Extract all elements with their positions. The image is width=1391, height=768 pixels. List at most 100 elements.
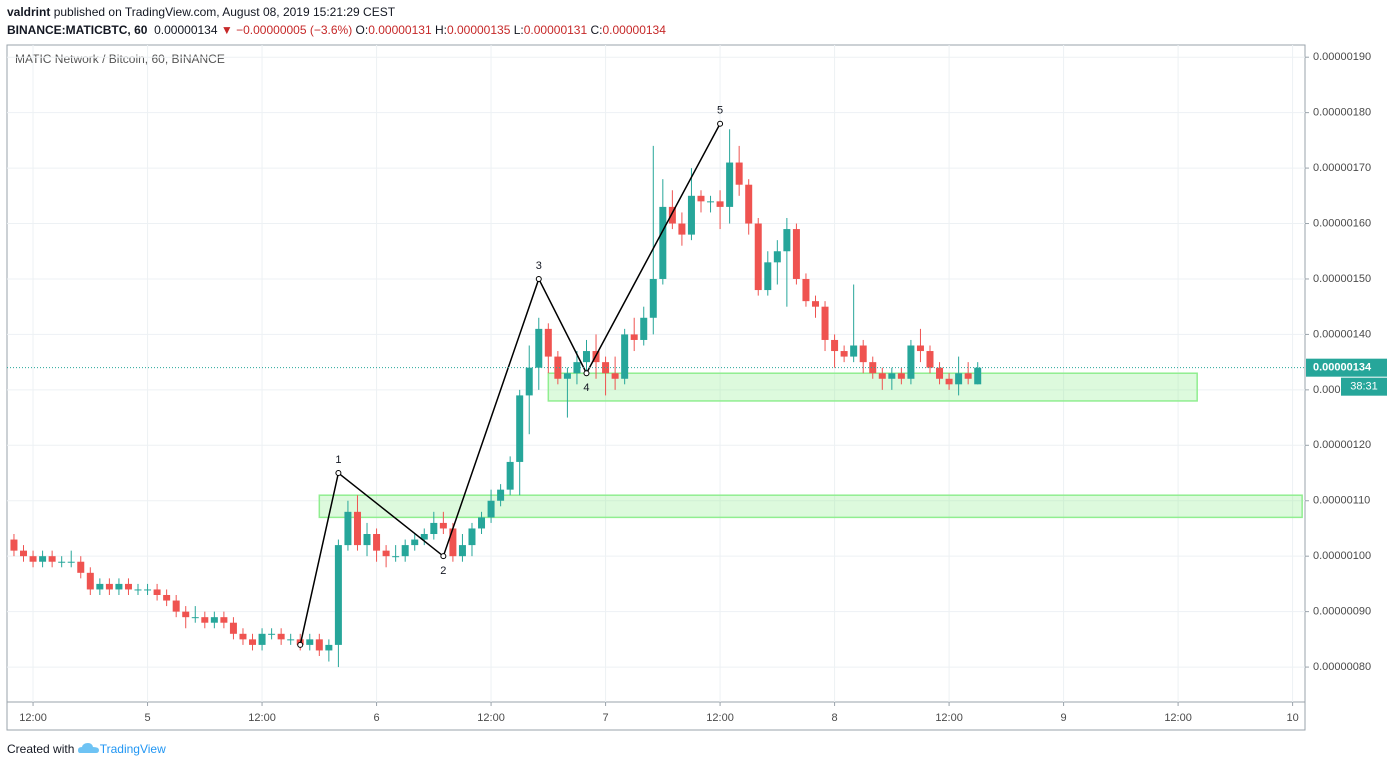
candle-body	[478, 517, 486, 529]
y-tick-label: 0.00000170	[1313, 162, 1371, 174]
candle-body	[191, 617, 199, 619]
o-label: O:	[355, 23, 369, 37]
candle-body	[458, 545, 466, 557]
candle-body	[353, 511, 361, 546]
candle-body	[506, 461, 514, 490]
candle-body	[611, 373, 619, 379]
candle-body	[668, 206, 676, 224]
candle-body	[907, 345, 915, 379]
wave-point	[297, 641, 304, 648]
candle-body	[811, 301, 819, 307]
candle-body	[916, 345, 924, 352]
header-line: valdrint published on TradingView.com, A…	[7, 3, 666, 21]
candle-body	[39, 556, 47, 562]
candle-body	[29, 556, 37, 562]
candle-body	[964, 373, 972, 379]
candle-body	[783, 229, 791, 252]
candle-body	[497, 489, 505, 501]
candle-body	[640, 317, 648, 340]
arrow: ▼	[220, 23, 233, 37]
candle-body	[210, 617, 218, 623]
candle-body	[745, 184, 753, 224]
x-tick-label: 9	[1061, 712, 1067, 724]
candle-body	[249, 639, 257, 645]
candle-body	[411, 539, 419, 546]
wave-point	[583, 370, 590, 377]
candle-body	[707, 201, 715, 203]
y-tick-label: 0.00000180	[1313, 107, 1371, 119]
candle-body	[134, 589, 142, 591]
candle-body	[735, 162, 743, 185]
last-price-label: 0.00000134	[1313, 362, 1372, 374]
candle-body	[20, 550, 28, 557]
candle-body	[630, 334, 638, 340]
logo	[77, 743, 99, 753]
wave-label: 1	[335, 454, 341, 466]
candle-body	[258, 633, 266, 645]
chart-frame	[6, 44, 1306, 731]
candle-body	[229, 622, 237, 634]
candle-body	[563, 373, 571, 379]
candle-body	[96, 583, 104, 590]
y-tick-label: 0.00000080	[1313, 661, 1371, 673]
candle-body	[764, 262, 772, 291]
candle-body	[439, 522, 447, 529]
brand: TradingView	[99, 742, 166, 756]
candle-body	[840, 351, 848, 357]
last-price-box	[1306, 358, 1387, 377]
candle-body	[573, 362, 581, 374]
author: valdrint	[7, 5, 51, 19]
countdown-box	[1341, 377, 1387, 396]
x-tick-label: 12:00	[19, 712, 47, 724]
candle-body	[306, 639, 314, 645]
candle-body	[554, 356, 562, 379]
candle-body	[974, 367, 982, 385]
candle-body	[869, 362, 877, 374]
candle-body	[401, 545, 409, 557]
candle-body	[792, 229, 800, 279]
candle-body	[325, 644, 333, 651]
x-tick-label: 7	[603, 712, 609, 724]
c-label: C:	[590, 23, 603, 37]
x-tick-label: 12:00	[935, 712, 963, 724]
candle-body	[716, 201, 724, 207]
candle-body	[936, 367, 944, 379]
candle-body	[10, 539, 18, 551]
candle-body	[697, 195, 705, 202]
candle-body	[382, 550, 390, 557]
candle-body	[334, 545, 342, 645]
candle-body	[773, 251, 781, 263]
header: valdrint published on TradingView.com, A…	[7, 3, 666, 39]
candle-body	[888, 373, 896, 379]
l-label: L:	[513, 23, 524, 37]
candle-body	[802, 278, 810, 302]
x-tick-label: 8	[832, 712, 838, 724]
wave-label: 4	[583, 382, 589, 394]
candle-body	[392, 556, 400, 558]
candle-body	[726, 162, 734, 207]
candle-body	[77, 561, 85, 573]
candle-body	[115, 583, 123, 590]
candle-body	[201, 617, 209, 623]
candle-body	[48, 556, 56, 562]
candle-body	[268, 633, 276, 635]
candle-body	[649, 278, 657, 318]
wave-point	[335, 470, 342, 477]
candle-body	[687, 195, 695, 235]
candle-body	[945, 378, 953, 385]
candle-body	[468, 528, 476, 546]
wave-label: 3	[536, 260, 542, 272]
candle-body	[67, 561, 75, 563]
wave-label: 2	[440, 565, 446, 577]
c-value: 0.00000134	[602, 23, 666, 37]
candle-body	[344, 511, 352, 546]
wave-label: 5	[717, 105, 723, 117]
candle-body	[124, 583, 132, 590]
candle-body	[535, 328, 543, 368]
candle-body	[373, 534, 381, 551]
created-with: Created with	[7, 742, 75, 756]
candle-body	[678, 223, 686, 235]
candle-body	[582, 351, 590, 363]
